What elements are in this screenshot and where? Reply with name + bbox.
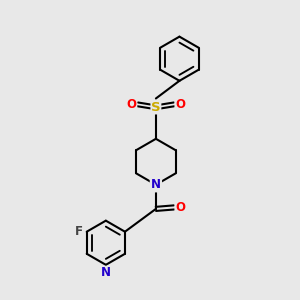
Text: S: S: [151, 101, 161, 114]
Text: N: N: [101, 266, 111, 279]
Text: O: O: [175, 201, 185, 214]
Text: O: O: [175, 98, 185, 111]
Text: F: F: [75, 225, 83, 238]
Text: N: N: [151, 178, 161, 191]
Text: O: O: [127, 98, 137, 111]
